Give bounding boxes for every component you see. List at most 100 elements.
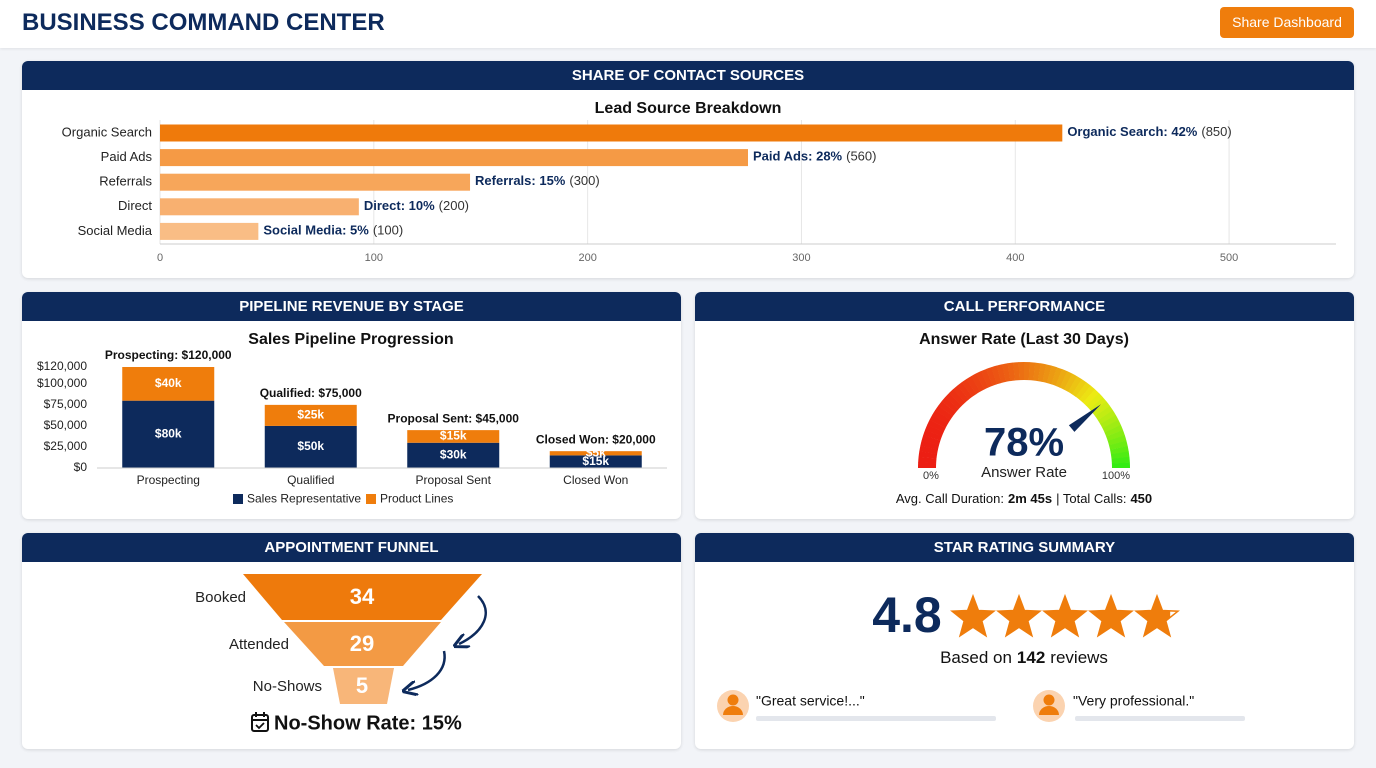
gauge-arc — [918, 451, 938, 459]
value-label-count: (100) — [373, 223, 403, 238]
gauge-arc — [1071, 379, 1087, 397]
y-tick-label: $50,000 — [44, 418, 88, 432]
panel-title: APPOINTMENT FUNNEL — [22, 533, 681, 562]
funnel-label: Booked — [195, 589, 246, 606]
value-label: $50k — [297, 439, 324, 453]
calendar-icon — [251, 712, 269, 732]
legend-label: Sales Representative — [247, 492, 361, 506]
bar — [160, 149, 748, 167]
value-label: $25k — [297, 408, 324, 422]
y-tick-label: $25,000 — [44, 439, 88, 453]
gauge-arc — [957, 382, 973, 400]
review-count-part: Based on — [940, 648, 1012, 667]
gauge-arc — [1104, 424, 1124, 437]
gauge-max: 100% — [1102, 470, 1130, 482]
panel: CALL PERFORMANCE Answer Rate (Last 30 Da… — [695, 292, 1354, 519]
bar-segment — [264, 404, 357, 426]
value-label-count: (850) — [1201, 124, 1231, 139]
total-label: Closed Won: $20,000 — [536, 432, 656, 446]
gauge-arc — [920, 440, 940, 450]
gauge-arc — [1046, 365, 1058, 385]
y-tick-label: Social Media — [78, 223, 153, 238]
bar — [160, 124, 1063, 142]
bar — [160, 222, 259, 240]
bar — [160, 173, 471, 191]
gauge-arc — [966, 376, 981, 395]
gauge-arc — [938, 401, 956, 417]
gauge-arc — [975, 371, 989, 390]
y-tick-label: Organic Search — [62, 124, 152, 139]
panel: PIPELINE REVENUE BY STAGE Sales Pipeline… — [22, 292, 681, 519]
total-label: Proposal Sent: $45,000 — [388, 411, 520, 425]
x-tick-label: Closed Won — [563, 473, 628, 487]
gauge-arc — [1100, 415, 1119, 429]
gauge-label: Answer Rate — [981, 464, 1067, 481]
bar-segment — [549, 455, 642, 468]
chart: 34 Booked 29 Attended 5 No-Shows No-Show Rate:… — [195, 574, 487, 734]
x-tick-label: 0 — [157, 252, 163, 264]
share-button[interactable]: Share Dashboard — [1220, 7, 1354, 38]
gauge-arc — [980, 368, 993, 388]
x-tick-label: 500 — [1220, 252, 1238, 264]
footer-part: 450 — [1130, 491, 1152, 506]
avatar — [1033, 690, 1065, 722]
gauge-arc — [941, 396, 959, 413]
value-label: $15k — [440, 429, 467, 443]
value-label-name: Referrals: 15% — [475, 174, 566, 189]
panel: APPOINTMENT FUNNEL 34 Booked 29 Attended 5 No… — [22, 533, 681, 749]
gauge-arc — [1033, 362, 1041, 382]
funnel-value: 34 — [350, 584, 375, 609]
funnel-stage — [333, 668, 394, 704]
gauge-arc — [1102, 419, 1121, 433]
gauge-needle — [1068, 404, 1102, 432]
funnel-value: 5 — [356, 673, 368, 698]
y-tick-label: $75,000 — [44, 397, 88, 411]
gauge-arc — [1106, 430, 1125, 442]
gauge-arc — [1055, 369, 1068, 388]
gauge-arc — [918, 462, 937, 468]
gauge-arc — [949, 389, 966, 406]
panel: SHARE OF CONTACT SOURCES Lead Source Bre… — [22, 61, 1354, 278]
value-label: $30k — [440, 448, 467, 462]
x-tick-label: Prospecting — [137, 473, 200, 487]
chart: Answer Rate (Last 30 Days) 78%Answer Rat… — [896, 331, 1152, 506]
dashboard-title: BUSINESS COMMAND CENTER — [22, 9, 385, 36]
gauge-arc — [991, 365, 1002, 385]
review-count-part: reviews — [1050, 648, 1108, 667]
gauge-arc — [1075, 382, 1091, 400]
gauge-arc — [1012, 362, 1020, 381]
x-tick-label: 400 — [1006, 252, 1024, 264]
gauge-arc — [1111, 462, 1130, 468]
gauge-arc — [1037, 363, 1047, 382]
value-label: Social Media: 5% (100) — [263, 223, 403, 238]
gauge-arc — [1097, 410, 1116, 425]
legend-swatch — [233, 494, 243, 504]
chart-title: Lead Source Breakdown — [595, 100, 782, 117]
y-tick-label: $0 — [74, 460, 88, 474]
funnel-label: No-Shows — [253, 678, 322, 695]
gauge-arc — [1109, 440, 1128, 450]
gauge-arc — [945, 392, 962, 410]
funnel-value: 29 — [350, 631, 374, 656]
gauge-arc — [1068, 376, 1082, 395]
panel-title: SHARE OF CONTACT SOURCES — [22, 61, 1354, 90]
gauge-arc — [996, 364, 1006, 383]
bar-segment — [122, 400, 215, 468]
gauge-arc — [932, 410, 951, 424]
bar-segment — [122, 367, 215, 401]
panel-title: CALL PERFORMANCE — [695, 292, 1354, 321]
y-tick-label: Direct — [118, 198, 152, 213]
panel: STAR RATING SUMMARY 4.8 Based on 142 review… — [695, 533, 1354, 749]
y-tick-label: Paid Ads — [101, 149, 153, 164]
gauge-arc — [1079, 385, 1096, 403]
avatar — [717, 690, 749, 722]
bar — [160, 198, 359, 216]
value-label: $80k — [155, 427, 182, 441]
x-tick-label: 100 — [365, 252, 383, 264]
review-quote: "Great service!..." — [756, 693, 865, 709]
footer-part: Avg. Call Duration: — [896, 491, 1004, 506]
gauge-arc — [1024, 362, 1030, 381]
value-label: $5k — [586, 445, 606, 459]
gauge-arc — [1092, 401, 1110, 417]
legend-swatch — [366, 494, 376, 504]
